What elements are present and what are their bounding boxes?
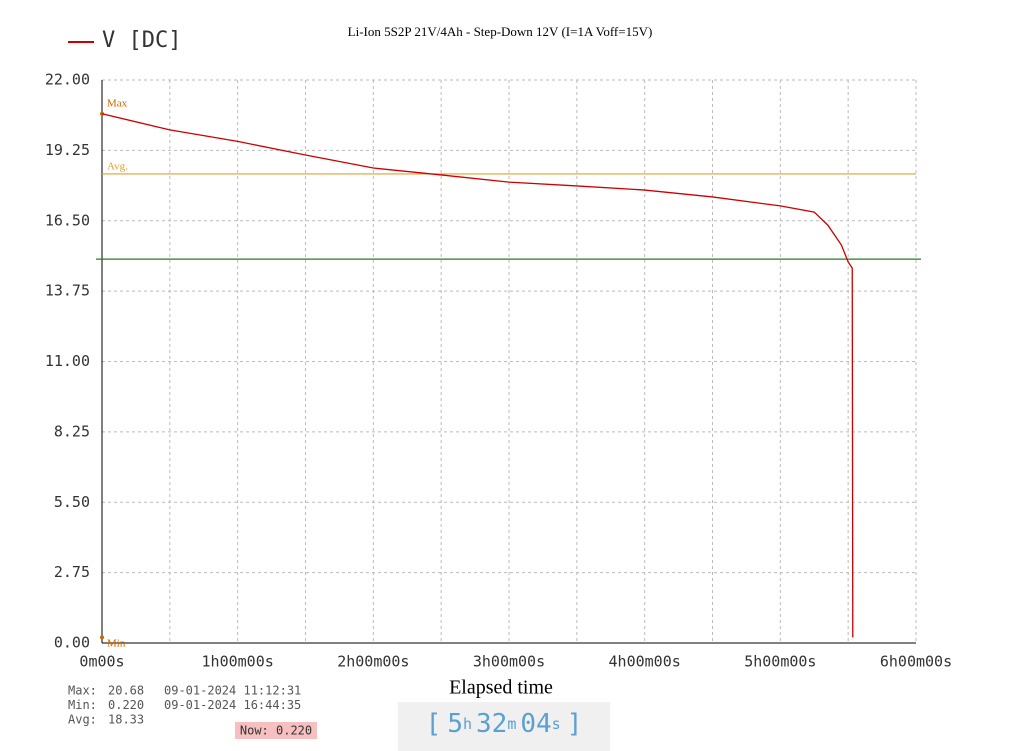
- elapsed-part: m: [507, 715, 516, 733]
- series-line: [101, 113, 854, 638]
- y-tick-label: 0.00: [54, 634, 90, 652]
- elapsed-part: 5: [447, 709, 463, 739]
- elapsed-part: 32: [476, 709, 507, 739]
- elapsed-part: s: [552, 715, 561, 733]
- elapsed-timer: [5h 32m 04s]: [426, 709, 583, 739]
- stat-value: 18.33: [108, 713, 144, 727]
- y-tick-label: 16.50: [45, 211, 90, 229]
- x-tick-label: 1h00m00s: [202, 653, 274, 671]
- timer-box: [398, 702, 610, 751]
- stat-time: 09-01-2024 16:44:35: [164, 698, 301, 712]
- elapsed-part: [: [426, 709, 442, 739]
- stat-value: 0.220: [108, 698, 144, 712]
- x-tick-label: 3h00m00s: [473, 653, 545, 671]
- elapsed-part: h: [463, 715, 472, 733]
- reference-label: Min: [107, 638, 126, 650]
- y-tick-label: 2.75: [54, 563, 90, 581]
- x-tick-label: 2h00m00s: [337, 653, 409, 671]
- reference-label: Max: [107, 97, 128, 109]
- stat-label: Avg:: [68, 713, 97, 727]
- y-tick-label: 5.50: [54, 493, 90, 511]
- x-tick-label: 5h00m00s: [744, 653, 816, 671]
- chart-title: Li-Ion 5S2P 21V/4Ah - Step-Down 12V (I=1…: [348, 24, 653, 39]
- x-tick-label: 4h00m00s: [609, 653, 681, 671]
- stat-value: 20.68: [108, 684, 144, 698]
- x-axis-label: Elapsed time: [449, 677, 553, 699]
- reference-marker: [100, 635, 104, 640]
- reference-label: Avg.: [107, 160, 128, 172]
- legend-label: V [DC]: [102, 28, 181, 53]
- x-tick-label: 0m00s: [79, 653, 124, 671]
- stat-label: Max:: [68, 684, 97, 698]
- y-tick-label: 8.25: [54, 422, 90, 440]
- y-tick-label: 11.00: [45, 352, 90, 370]
- y-tick-label: 19.25: [45, 141, 90, 159]
- y-tick-label: 22.00: [45, 71, 90, 89]
- now-box: [235, 722, 317, 739]
- x-tick-label: 6h00m00s: [880, 653, 952, 671]
- elapsed-part: ]: [567, 709, 583, 739]
- y-tick-label: 13.75: [45, 282, 90, 300]
- stat-label: Min:: [68, 698, 97, 712]
- stat-time: 09-01-2024 11:12:31: [164, 684, 301, 698]
- elapsed-part: 04: [520, 709, 551, 739]
- now-value: Now: 0.220: [240, 724, 312, 738]
